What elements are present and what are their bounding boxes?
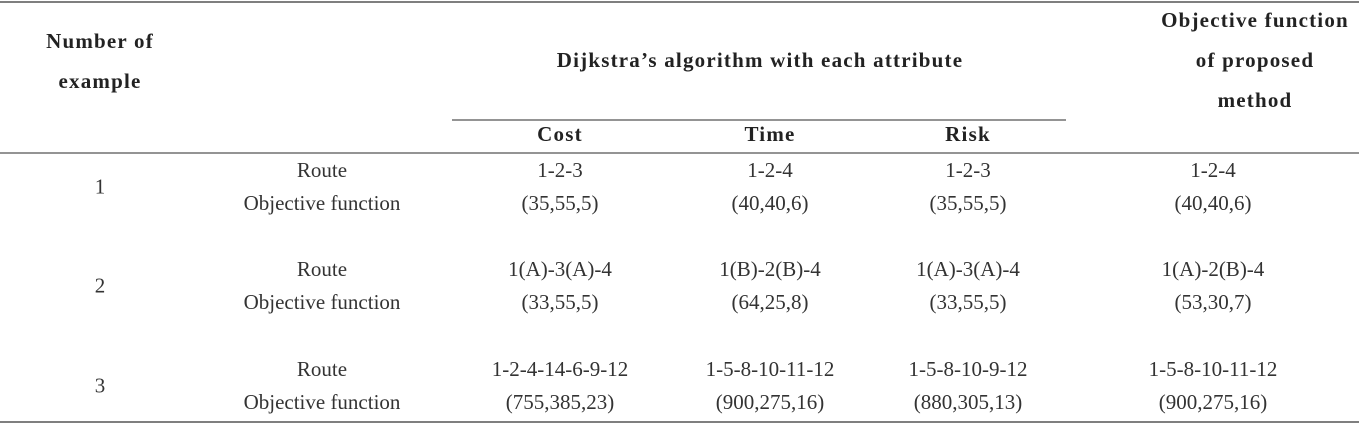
objective-cell: (53,30,7): [1175, 290, 1252, 314]
route-cell: 1(B)-2(B)-4: [719, 257, 821, 281]
route-cell: 1-2-3: [537, 158, 583, 182]
example-number: 2: [95, 273, 106, 297]
objective-cell: (33,55,5): [930, 290, 1007, 314]
header-cell: Time: [744, 122, 795, 146]
objective-cell: (35,55,5): [522, 191, 599, 215]
row-label: Route: [297, 158, 347, 182]
objective-cell: (900,275,16): [716, 390, 825, 414]
row-label: Route: [297, 257, 347, 281]
route-cell: 1(A)-2(B)-4: [1162, 257, 1265, 281]
row-label: Objective function: [244, 390, 401, 414]
row-label: Objective function: [244, 191, 401, 215]
objective-cell: (64,25,8): [732, 290, 809, 314]
header-cell: method: [1218, 88, 1293, 112]
objective-cell: (755,385,23): [506, 390, 615, 414]
route-cell: 1(A)-3(A)-4: [916, 257, 1020, 281]
example-number: 3: [95, 373, 106, 397]
header-cell: of proposed: [1196, 48, 1314, 72]
objective-cell: (900,275,16): [1159, 390, 1268, 414]
objective-cell: (40,40,6): [732, 191, 809, 215]
row-label: Objective function: [244, 290, 401, 314]
header-cell: Risk: [945, 122, 991, 146]
route-cell: 1(A)-3(A)-4: [508, 257, 612, 281]
objective-cell: (35,55,5): [930, 191, 1007, 215]
header-cell: Number of: [46, 29, 154, 53]
route-cell: 1-2-4: [747, 158, 793, 182]
objective-cell: (880,305,13): [914, 390, 1023, 414]
route-cell: 1-2-3: [945, 158, 991, 182]
route-cell: 1-5-8-10-11-12: [706, 357, 835, 381]
header-cell: Dijkstra’s algorithm with each attribute: [557, 48, 964, 72]
header-cell: Cost: [537, 122, 583, 146]
objective-cell: (33,55,5): [522, 290, 599, 314]
example-number: 1: [95, 174, 106, 198]
row-label: Route: [297, 357, 347, 381]
header-cell: Objective function: [1161, 8, 1349, 32]
route-cell: 1-2-4: [1190, 158, 1236, 182]
objective-cell: (40,40,6): [1175, 191, 1252, 215]
route-cell: 1-5-8-10-9-12: [909, 357, 1028, 381]
route-cell: 1-5-8-10-11-12: [1149, 357, 1278, 381]
route-cell: 1-2-4-14-6-9-12: [492, 357, 628, 381]
header-cell: example: [58, 69, 141, 93]
